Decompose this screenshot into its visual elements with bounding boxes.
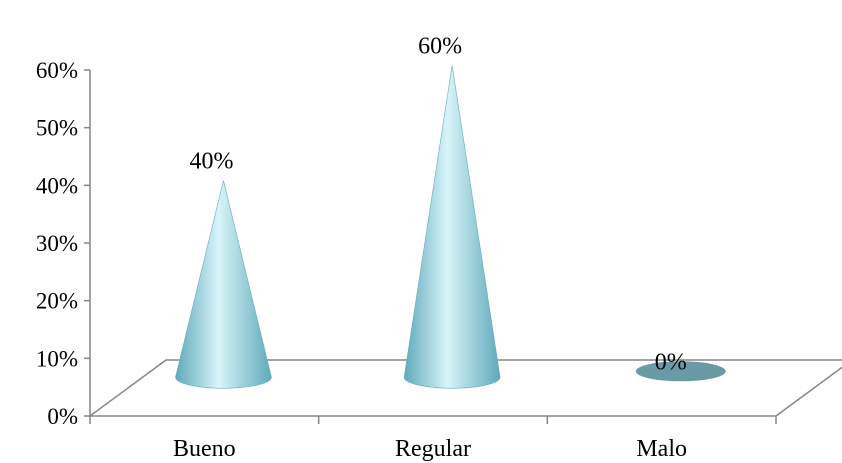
cone-body	[175, 180, 272, 389]
y-tick-label: 10%	[36, 346, 78, 371]
x-category-label: Malo	[636, 436, 687, 462]
y-axis: 0% 10% 20% 30% 40% 50% 60%	[36, 58, 91, 429]
data-label: 40%	[189, 149, 233, 175]
x-axis: Bueno Regular Malo	[89, 416, 777, 462]
data-label: 60%	[418, 33, 462, 59]
y-tick-label: 60%	[36, 58, 78, 83]
cone-mark	[175, 180, 272, 389]
data-labels: 40% 60% 0%	[189, 33, 686, 375]
cone-body	[403, 65, 501, 389]
y-tick-label: 50%	[36, 116, 78, 141]
cone-base-zero	[635, 361, 726, 382]
y-tick-label: 40%	[36, 173, 78, 198]
cone-series	[175, 65, 726, 389]
data-label: 0%	[655, 349, 687, 375]
y-tick-label: 0%	[47, 404, 78, 429]
x-category-label: Regular	[395, 436, 471, 462]
cone-mark	[403, 65, 501, 389]
x-category-label: Bueno	[173, 436, 236, 462]
y-tick-label: 20%	[36, 289, 78, 314]
y-tick-label: 30%	[36, 231, 78, 256]
